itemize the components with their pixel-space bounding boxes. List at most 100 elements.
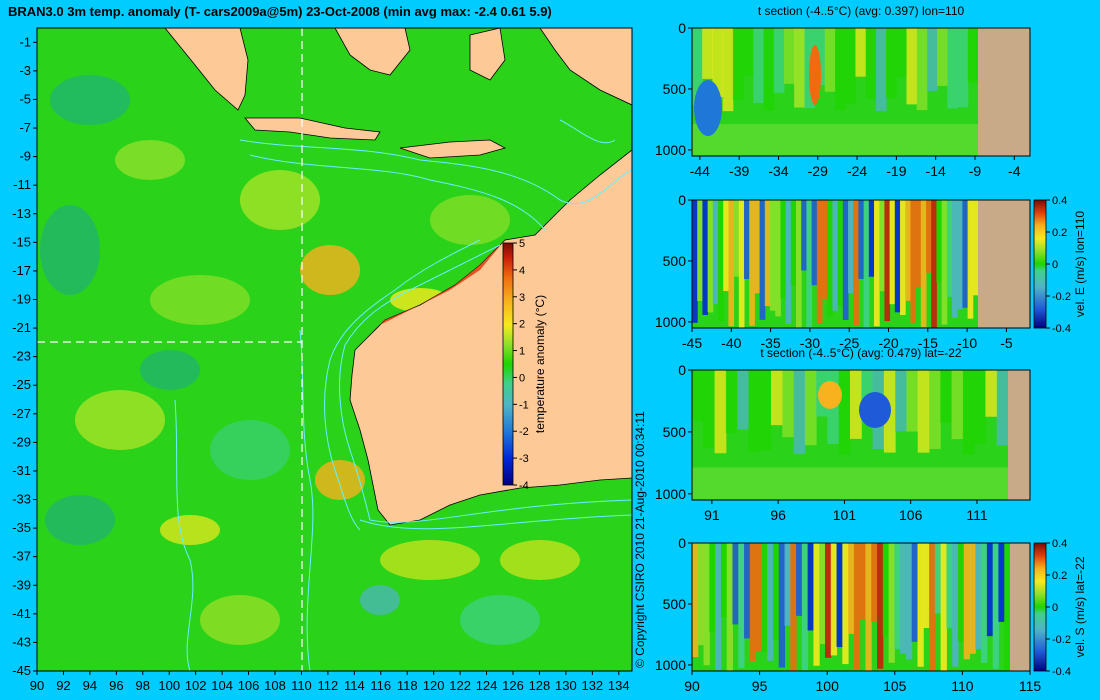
section-band (926, 28, 938, 91)
temp-colorbar (502, 242, 514, 486)
velocity-colorbar-tick-label: -0.2 (1052, 291, 1071, 303)
section-band (692, 200, 698, 323)
section-band (761, 543, 768, 652)
section-band (853, 200, 859, 326)
section-x-tick-label: 110 (951, 678, 974, 694)
section-band (794, 28, 805, 108)
section-band (827, 200, 833, 317)
section-panel-3: t section (-4..5°C) (avg: 0.479) lat=-22… (655, 346, 1031, 523)
section-band (726, 543, 733, 671)
map-y-tick-label: -43 (12, 634, 31, 649)
section-band (733, 200, 740, 277)
section-band (759, 370, 772, 451)
section-x-tick-label: 91 (704, 507, 720, 523)
section-band (718, 200, 724, 322)
map-x-tick-label: 132 (581, 678, 603, 693)
land (164, 28, 632, 526)
section-band (911, 543, 918, 642)
velocity-colorbar-label: vel. S (m/s) lat=-22 (1073, 556, 1087, 657)
map-x-tick-label: 100 (158, 678, 180, 693)
section-band (947, 28, 959, 109)
section-band (916, 28, 928, 111)
section-band (868, 200, 875, 277)
section-band (850, 370, 862, 439)
section-band (1004, 543, 1011, 671)
section-y-tick-label: 1000 (655, 142, 686, 158)
section-band (725, 370, 738, 434)
map-x-tick-label: 106 (238, 678, 260, 693)
map-y-tick-label: -27 (12, 406, 31, 421)
section-band (837, 200, 844, 306)
section-band (842, 543, 849, 665)
section-band (871, 543, 878, 623)
section-band (749, 543, 757, 662)
map-x-tick-label: 94 (83, 678, 97, 693)
map-x-tick-label: 102 (185, 678, 207, 693)
temp-colorbar-tick-label: 5 (519, 238, 525, 250)
section-band (952, 200, 958, 318)
section-band (755, 543, 762, 651)
section-x-tick-label: -44 (690, 163, 710, 179)
section-band (886, 28, 897, 99)
section-band (900, 200, 906, 315)
section-band (697, 543, 705, 646)
section-x-tick-label: -45 (682, 335, 702, 351)
map-y-axis: -1 -3 -5 -7 -9 -11 -13 -15 -17 -19 -21 -23 -25 -27 -29… (12, 34, 37, 678)
section-band (749, 200, 755, 326)
section-band (692, 28, 703, 106)
map-x-tick-label: 108 (264, 678, 286, 693)
map-y-tick-label: -3 (19, 63, 31, 78)
section-x-tick-label: -9 (969, 163, 982, 179)
section-band (814, 28, 826, 86)
section-band (931, 200, 937, 328)
land-sulawesi (469, 28, 506, 81)
section-band (940, 370, 953, 423)
section-x-tick-label: -4 (1008, 163, 1021, 179)
section-band (816, 200, 823, 324)
map-x-tick-label: 122 (449, 678, 471, 693)
section-x-tick-label: 105 (883, 678, 907, 694)
temp-colorbar-tick-label: -4 (519, 480, 529, 492)
section-band (737, 370, 749, 430)
temp-colorbar-ticks: -4 -3 -2 -1 0 1 2 3 4 5 (513, 238, 529, 492)
warm-anomaly (818, 381, 842, 409)
section-x-tick-label: 96 (770, 507, 786, 523)
section-band (915, 200, 922, 288)
section-band (836, 543, 843, 648)
map-x-tick-label: 128 (529, 678, 551, 693)
section-band (929, 370, 941, 450)
section-y-tick-label: 500 (663, 81, 687, 97)
section-x-tick-label: 106 (899, 507, 923, 523)
land-java (244, 117, 381, 141)
section-band (996, 370, 1009, 446)
map-x-tick-label: 118 (397, 678, 418, 693)
section-band (962, 200, 969, 308)
temp-colorbar-tick-label: -1 (519, 399, 529, 411)
section-band (896, 28, 907, 78)
section-band (894, 200, 901, 313)
section-band (865, 543, 872, 671)
section-band (723, 200, 729, 292)
section-band (929, 543, 936, 671)
section-land (1010, 543, 1030, 671)
temp-colorbar-tick-label: 2 (519, 319, 525, 331)
map-x-axis: 90 92 94 96 98 100 102 104 106 108 110 112 114 116 118… (30, 671, 630, 693)
section-band (819, 543, 826, 644)
section-band (801, 200, 807, 271)
map-y-tick-label: -11 (13, 177, 31, 192)
map-y-tick-label: -23 (12, 349, 31, 364)
map-y-tick-label: -13 (12, 206, 31, 221)
map-x-tick-label: 126 (502, 678, 524, 693)
temp-colorbar-tick-label: 1 (519, 346, 525, 358)
section-band (863, 200, 870, 328)
section-x-tick-label: 115 (1019, 678, 1042, 694)
section-band (753, 28, 764, 104)
land-borneo (334, 28, 411, 76)
section-x-tick-label: -5 (1000, 335, 1013, 351)
section-band (824, 28, 836, 92)
section-frame (691, 27, 1031, 157)
section-title: t section (-4..5°C) (avg: 0.397) lon=110 (758, 4, 965, 18)
map-x-tick-label: 134 (608, 678, 630, 693)
section-band (743, 28, 754, 76)
section-band (957, 543, 965, 642)
